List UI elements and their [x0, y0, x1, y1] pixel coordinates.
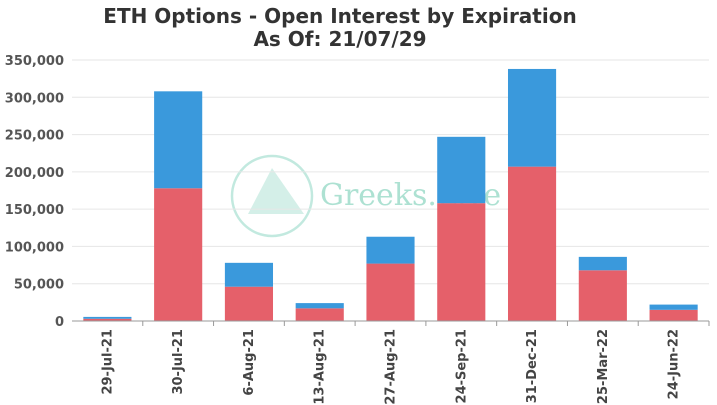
x-tick-label: 30-Jul-21 [171, 329, 186, 395]
bar-segment-top [224, 262, 274, 287]
bar-segment-bottom [295, 308, 344, 321]
bar-segment-top [507, 68, 557, 167]
bar-segment-bottom [83, 318, 132, 321]
y-tick-label: 0 [55, 315, 64, 330]
watermark-logo-triangle-icon [248, 168, 304, 214]
bar-segment-top [366, 236, 415, 264]
y-axis-ticks: 0 50,000 100,000 150,000 200,000 250,000 300,0… [5, 54, 64, 330]
bar-segment-top [83, 316, 132, 319]
x-tick-label: 24-Jun-22 [667, 329, 682, 399]
x-tick-label: 6-Aug-21 [242, 329, 257, 396]
bar-segment-bottom [366, 263, 415, 321]
y-tick-label: 300,000 [5, 91, 64, 106]
bar-segment-bottom [154, 188, 203, 321]
bar-segment-bottom [507, 166, 557, 321]
y-tick-label: 150,000 [5, 203, 64, 218]
bars [83, 68, 698, 321]
chart-title: ETH Options - Open Interest by Expiratio… [103, 4, 576, 28]
x-axis-ticks: 29-Jul-21 30-Jul-21 6-Aug-21 13-Aug-21 27-Au… [100, 321, 710, 405]
bar-segment-bottom [649, 309, 698, 321]
x-tick-label: 29-Jul-21 [100, 329, 115, 395]
bar-segment-top [154, 91, 203, 189]
x-tick-label: 25-Mar-22 [596, 329, 611, 404]
x-tick-label: 13-Aug-21 [313, 329, 328, 405]
y-tick-label: 350,000 [5, 54, 64, 69]
chart-subtitle: As Of: 21/07/29 [253, 27, 426, 51]
bar-segment-bottom [578, 270, 627, 321]
bar-segment-top [295, 303, 344, 309]
bar-segment-bottom [224, 286, 274, 321]
x-tick-label: 31-Dec-21 [525, 329, 540, 403]
bar-segment-top [578, 256, 627, 271]
y-tick-label: 50,000 [14, 278, 64, 293]
bar-segment-top [649, 304, 698, 310]
x-tick-label: 24-Sep-21 [454, 329, 469, 403]
watermark-logo-icon [230, 154, 314, 238]
y-tick-label: 100,000 [5, 240, 64, 255]
y-tick-label: 200,000 [5, 166, 64, 181]
bar-segment-bottom [437, 203, 486, 321]
y-tick-label: 250,000 [5, 129, 64, 144]
bar-segment-top [437, 136, 486, 204]
x-tick-label: 27-Aug-21 [384, 329, 399, 405]
